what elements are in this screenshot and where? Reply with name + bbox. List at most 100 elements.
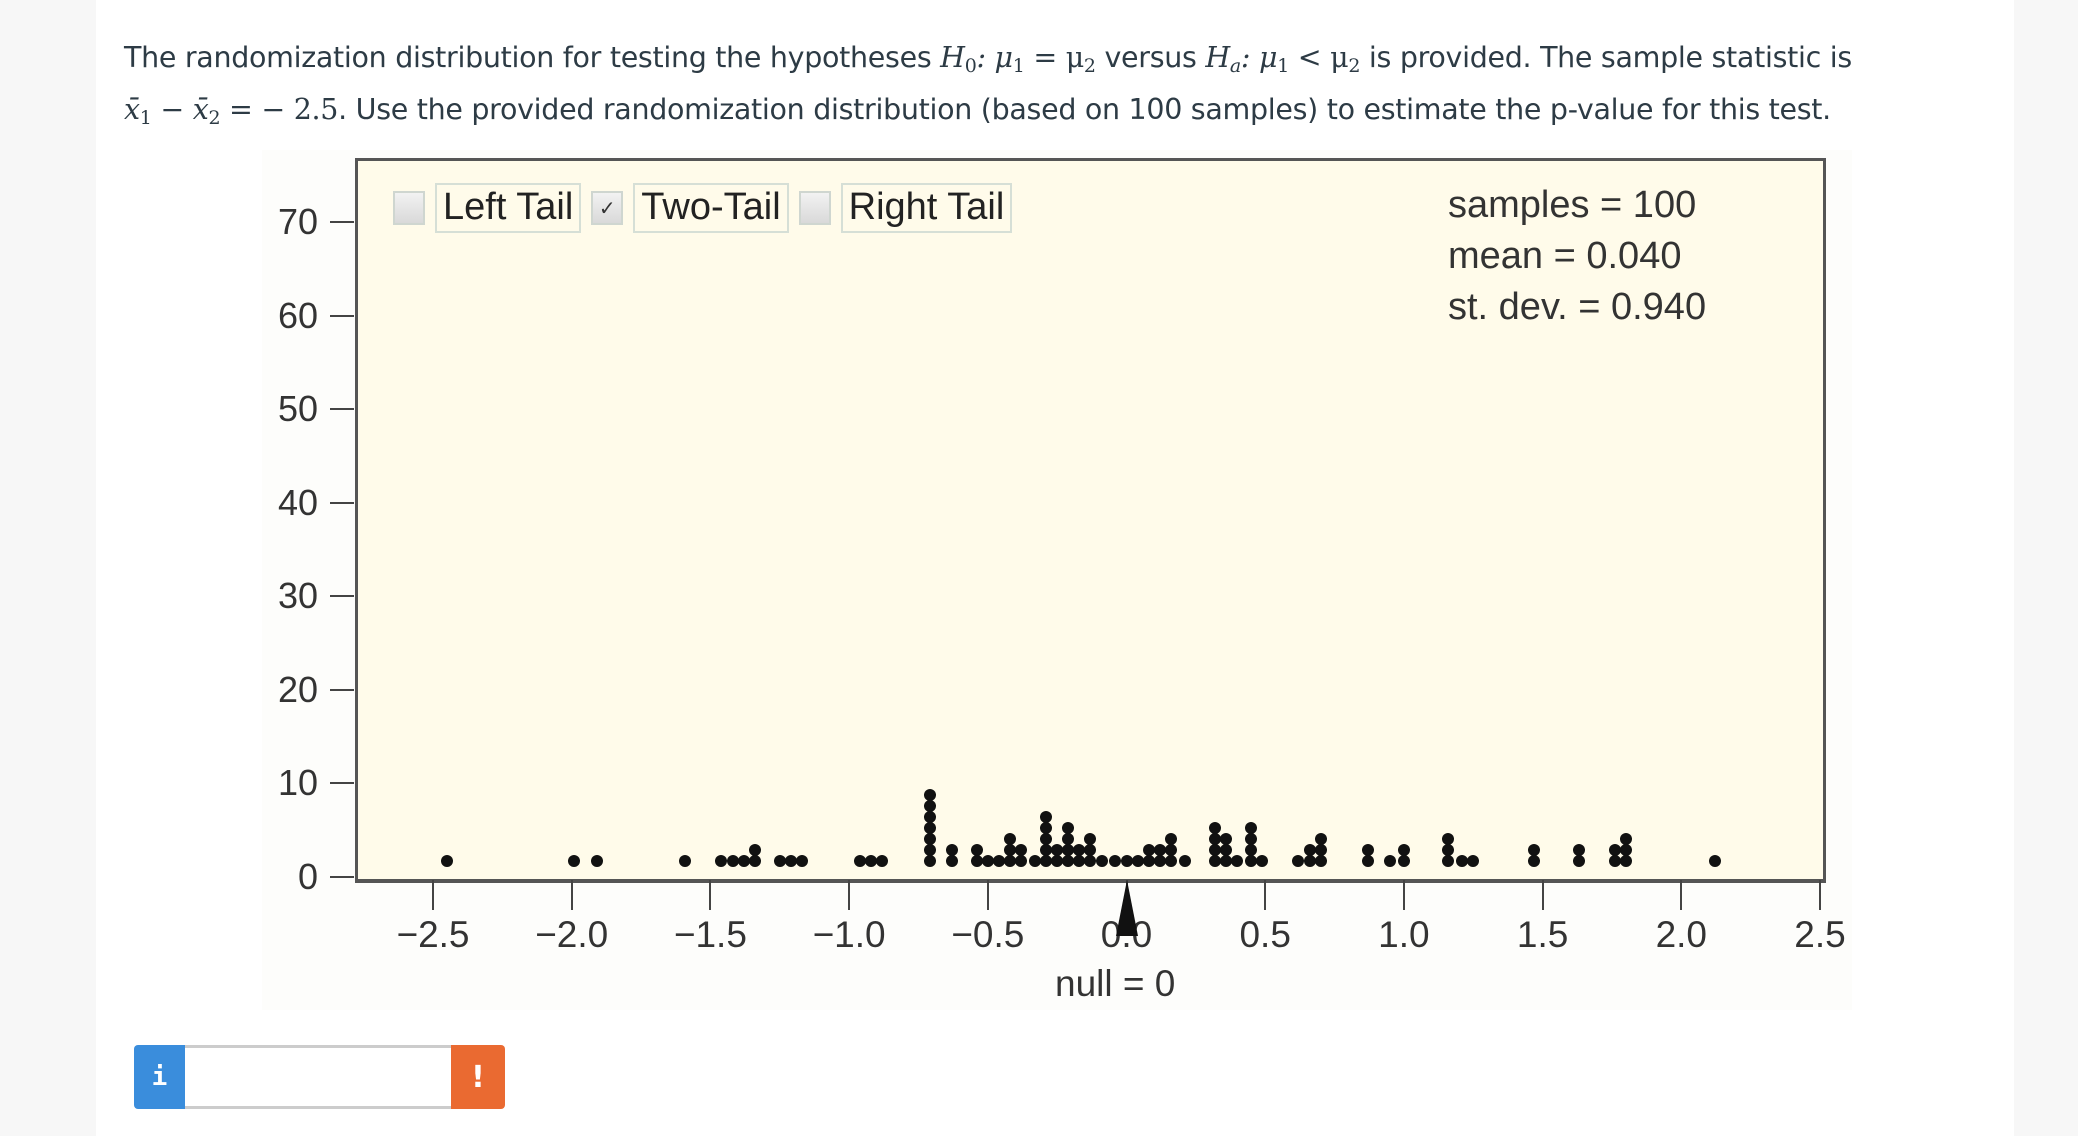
data-dot	[440, 855, 453, 867]
data-dot	[923, 844, 936, 856]
data-dot	[1153, 844, 1166, 856]
x-tick-label: 0.5	[1239, 914, 1291, 955]
data-dot	[1015, 855, 1028, 867]
data-dot	[784, 855, 797, 867]
sample-statistic: − 2.5	[261, 93, 339, 126]
data-dot	[1040, 811, 1053, 823]
data-dot	[1572, 855, 1585, 867]
data-dot	[1040, 855, 1053, 867]
right-tail-checkbox[interactable]	[798, 191, 831, 225]
data-dot	[1040, 822, 1053, 834]
info-icon[interactable]: i	[134, 1045, 185, 1109]
left-tail-label[interactable]: Left Tail	[435, 183, 582, 233]
answer-input[interactable]	[185, 1045, 451, 1109]
data-dot	[1153, 855, 1166, 867]
data-dot	[1109, 855, 1122, 867]
y-tick	[330, 501, 354, 504]
data-dot	[568, 855, 581, 867]
x-tick	[570, 880, 573, 910]
data-dot	[865, 855, 878, 867]
y-tick	[330, 595, 354, 598]
data-dot	[1361, 855, 1374, 867]
data-dot	[1442, 833, 1455, 845]
data-dot	[923, 855, 936, 867]
data-dot	[1397, 855, 1410, 867]
data-dot	[923, 800, 936, 812]
y-tick	[330, 314, 354, 317]
data-dot	[854, 855, 867, 867]
xbar1-symbol: x̄1	[124, 93, 152, 129]
y-tick-label: 50	[277, 388, 318, 430]
data-dot	[748, 844, 761, 856]
data-dot	[1456, 855, 1469, 867]
data-dot	[1142, 855, 1155, 867]
y-tick-label: 40	[277, 481, 318, 523]
data-dot	[795, 855, 808, 867]
x-tick-label: 2.0	[1655, 914, 1708, 955]
summary-stats: samples = 100 mean = 0.040 st. dev. = 0.…	[1448, 180, 1706, 333]
x-tick-label: 2.5	[1794, 914, 1846, 955]
samples-stat: samples = 100	[1448, 184, 1697, 226]
y-tick-label: 10	[277, 762, 318, 804]
y-tick	[330, 408, 354, 411]
question-intro: The randomization distribution for testi…	[124, 41, 941, 74]
data-dot	[1245, 833, 1258, 845]
data-dot	[1314, 844, 1327, 856]
data-dot	[1708, 855, 1721, 867]
data-dot	[1303, 844, 1316, 856]
data-dot	[1245, 844, 1258, 856]
warning-icon[interactable]: !	[451, 1045, 505, 1109]
x-tick-label: 1.5	[1516, 914, 1569, 955]
data-dot	[1528, 844, 1541, 856]
data-dot	[1292, 855, 1305, 867]
data-dot	[1073, 855, 1086, 867]
data-dot	[748, 855, 761, 867]
data-dot	[1528, 855, 1541, 867]
data-dot	[1095, 855, 1108, 867]
x-tick	[986, 880, 989, 910]
data-dot	[1608, 844, 1621, 856]
data-dot	[1051, 844, 1064, 856]
sd-stat: st. dev. = 0.940	[1448, 286, 1707, 328]
data-dot	[1062, 833, 1075, 845]
y-tick-label: 20	[277, 668, 318, 710]
data-dot	[1220, 844, 1233, 856]
right-tail-label[interactable]: Right Tail	[840, 183, 1013, 233]
question-text: The randomization distribution for testi…	[124, 41, 1852, 129]
data-dot	[1084, 844, 1097, 856]
mean-stat: mean = 0.040	[1448, 235, 1682, 277]
x-tick	[432, 880, 434, 910]
data-dot	[1164, 855, 1177, 867]
x-tick-label: −2.0	[535, 914, 609, 955]
y-tick	[330, 782, 354, 785]
data-dot	[1131, 855, 1144, 867]
data-dot	[1314, 855, 1327, 867]
data-dot	[992, 855, 1005, 867]
x-tick	[1541, 880, 1544, 910]
data-dot	[773, 855, 786, 867]
data-dot	[970, 844, 983, 856]
data-dot	[1220, 855, 1233, 867]
data-dot	[1003, 833, 1016, 845]
data-dot	[1209, 844, 1222, 856]
ha-symbol: Ha	[1205, 41, 1241, 77]
data-dot	[945, 855, 958, 867]
y-tick-label: 70	[277, 201, 318, 242]
data-dot	[1164, 844, 1177, 856]
data-dot	[923, 789, 936, 801]
x-tick-label: −1.0	[812, 914, 886, 955]
data-dot	[1062, 844, 1075, 856]
two-tail-label[interactable]: Two-Tail	[633, 183, 789, 233]
x-tick	[848, 880, 851, 910]
x-tick	[709, 880, 712, 910]
data-dot	[1303, 855, 1316, 867]
left-tail-checkbox[interactable]	[393, 191, 425, 225]
two-tail-checkbox[interactable]: ✓	[591, 191, 624, 225]
x-tick-label: 1.0	[1378, 914, 1430, 955]
data-dot	[1572, 844, 1585, 856]
data-dot	[923, 833, 936, 845]
data-dot	[1062, 822, 1075, 834]
data-dot	[1619, 844, 1632, 856]
data-dot	[1220, 833, 1233, 845]
data-dot	[1397, 844, 1410, 856]
